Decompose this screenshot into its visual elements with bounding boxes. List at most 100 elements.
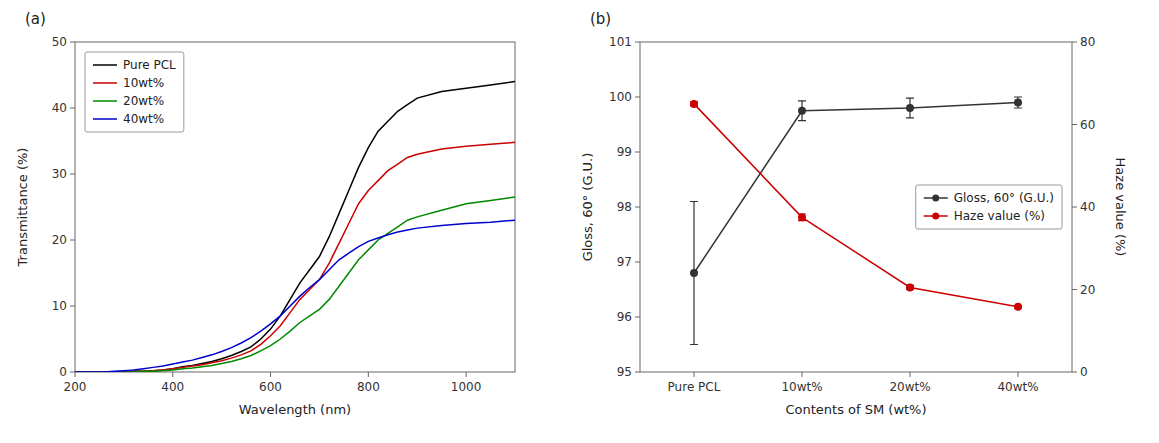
y2-tick [1072,289,1077,290]
y-tick [70,108,75,109]
legend-label: 40wt% [123,112,164,126]
y2-tick-label: 40 [1080,200,1095,214]
point [798,107,806,115]
legend-item: 20wt% [93,94,164,108]
x-tick [172,372,173,377]
series-line [75,220,515,372]
series-line [75,197,515,372]
x-axis-label: Wavelength (nm) [239,402,351,417]
x-tick-label: 40wt% [997,380,1038,394]
legend-item: 40wt% [93,112,164,126]
legend-item: 10wt% [93,76,164,90]
y-tick [70,306,75,307]
legend-item: Gloss, 60° (G.U.) [924,191,1054,205]
x-tick [802,372,803,377]
x-tick [368,372,369,377]
legend: Gloss, 60° (G.U.) Haze value (%) [916,185,1062,229]
legend-label: Haze value (%) [954,209,1045,223]
x-tick [1018,372,1019,377]
panel: (b) Pure PCL 10wt% 20wt% 40wt% 95 96 97 98 99 100 1… [580,10,1128,417]
point [1014,99,1022,107]
plot-area [75,82,515,372]
y-tick [635,42,640,43]
y2-tick [1072,372,1077,373]
y-tick-label: 10 [52,299,67,313]
x-tick [694,372,695,377]
x-tick-label: 400 [161,380,184,394]
panel: (a)200400600800100001020304050Wavelength… [15,10,515,417]
legend-swatch [93,64,117,66]
legend-marker [932,195,939,202]
y2-tick [1072,124,1077,125]
x-tick-label: 800 [357,380,380,394]
x-tick-label: 600 [259,380,282,394]
legend-swatch [93,118,117,120]
y-tick [635,152,640,153]
point [906,104,914,112]
legend-label: Gloss, 60° (G.U.) [954,191,1054,205]
plot-frame [75,42,515,372]
point [690,100,698,108]
y-tick [70,372,75,373]
y-tick-label: 96 [617,310,632,324]
legend-item: Haze value (%) [924,209,1045,223]
error-bar [798,101,806,121]
series-line [75,82,515,372]
y2-tick [1072,42,1077,43]
y-tick-label: 95 [617,365,632,379]
x-tick-label: 10wt% [781,380,822,394]
legend-box [916,185,1062,229]
y2-tick [1072,207,1077,208]
legend: Pure PCL 10wt% 20wt% 40wt% [85,52,184,132]
y-tick [635,317,640,318]
point [1014,303,1022,311]
figure: (a) 200 400 600 800 1000 0 10 20 30 40 50 Wavelength… [0,0,1159,443]
legend-marker [932,213,939,220]
point [690,269,698,277]
error-bar [798,214,806,221]
legend-label: Pure PCL [123,58,176,72]
legend-item: Pure PCL [93,58,176,72]
y-tick [635,207,640,208]
legend-swatch [93,82,117,84]
x-tick-label: Pure PCL [668,380,721,394]
y-tick-label: 97 [617,255,632,269]
y2-axis-label: Haze value (%) [1113,158,1128,257]
x-tick [75,372,76,377]
y-tick-label: 50 [52,35,67,49]
error-bar [1014,97,1022,108]
y-tick [70,174,75,175]
y2-tick-label: 20 [1080,283,1095,297]
y-tick-label: 20 [52,233,67,247]
panel-label: (a) [25,10,46,28]
y-tick-label: 100 [609,90,632,104]
x-tick [466,372,467,377]
point [798,213,806,221]
y-tick-label: 30 [52,167,67,181]
y-axis-label: Gloss, 60° (G.U.) [580,153,595,262]
x-tick-label: 20wt% [889,380,930,394]
y-tick-label: 99 [617,145,632,159]
x-tick [910,372,911,377]
error-bar [690,202,698,345]
legend-label: 20wt% [123,94,164,108]
y-tick [635,97,640,98]
legend-box [85,52,184,132]
error-bar [906,98,914,118]
x-tick-label: 200 [64,380,87,394]
legend-swatch [93,100,117,102]
y-tick-label: 101 [609,35,632,49]
y-tick [635,262,640,263]
y-tick-label: 98 [617,200,632,214]
y-tick [70,240,75,241]
background [0,0,1159,443]
panel-label: (b) [590,10,611,28]
plot-frame [640,42,1072,372]
legend-label: 10wt% [123,76,164,90]
y-tick [635,372,640,373]
y-axis-label: Transmittance (%) [15,148,30,268]
y-tick-label: 0 [59,365,67,379]
x-tick [270,372,271,377]
y2-tick-label: 60 [1080,118,1095,132]
x-tick-label: 1000 [451,380,482,394]
